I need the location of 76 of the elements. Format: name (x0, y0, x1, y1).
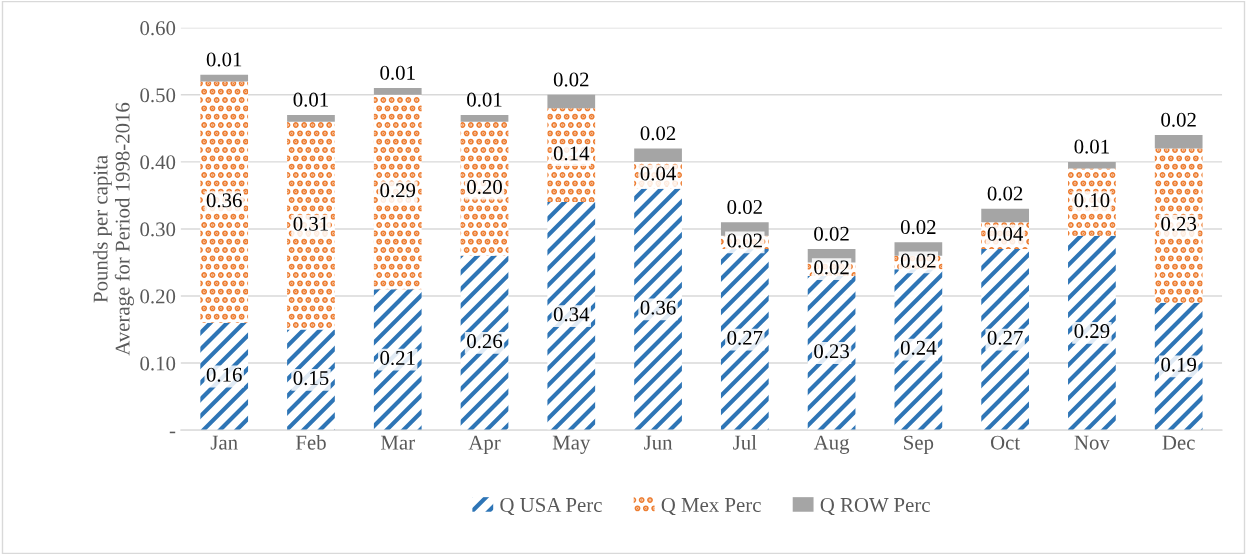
bar (373, 289, 422, 431)
legend-label: Q Mex Perc (661, 497, 761, 516)
x-tick-label: Aug (813, 435, 850, 454)
y-tick-label: - (169, 431, 176, 434)
x-tick-label: Jan (210, 435, 238, 450)
data-label: 0.02 (640, 126, 676, 141)
bar (460, 114, 509, 122)
data-label: 0.27 (987, 330, 1023, 345)
bar (547, 94, 596, 109)
bar (547, 202, 596, 431)
data-label: 0.02 (727, 233, 762, 248)
bar (981, 249, 1029, 431)
x-tick-label: Nov (1074, 435, 1110, 450)
data-label: 0.26 (467, 334, 503, 349)
data-label: 0.27 (727, 330, 763, 345)
legend-label: Q USA Perc (500, 497, 602, 516)
data-label: 0.23 (1161, 216, 1197, 231)
y-tick-label: 0.20 (140, 289, 176, 304)
data-label: 0.19 (1161, 357, 1197, 372)
bar (287, 114, 335, 122)
x-tick-label: Jun (644, 435, 673, 450)
bar (373, 88, 422, 95)
x-tick-label: Oct (990, 435, 1021, 450)
y-tick-label: 0.60 (140, 21, 176, 36)
data-label: 0.36 (640, 300, 676, 315)
data-label: 0.02 (553, 72, 589, 87)
data-label: 0.14 (553, 146, 590, 161)
bar (1154, 302, 1203, 431)
data-label: 0.01 (467, 92, 502, 107)
data-label: 0.23 (814, 344, 850, 359)
data-label: 0.16 (206, 367, 242, 382)
y-axis-title: Pounds per capita Average for Period 1998-2016 (92, 102, 134, 356)
data-label: 0.04 (640, 166, 676, 181)
bar (200, 81, 249, 323)
data-label: 0.01 (1074, 139, 1109, 154)
data-label: 0.29 (380, 183, 416, 198)
data-label: 0.01 (380, 65, 415, 80)
bar (1068, 161, 1116, 169)
data-label: 0.02 (727, 199, 762, 215)
y-tick-label: 0.30 (140, 222, 176, 237)
data-label: 0.31 (293, 216, 328, 231)
data-label: 0.02 (900, 253, 936, 268)
y-tick-label: 0.40 (140, 155, 176, 170)
data-label: 0.36 (206, 193, 242, 208)
x-tick-label: Sep (904, 435, 934, 454)
data-label: 0.01 (206, 52, 242, 67)
data-label: 0.20 (467, 179, 502, 195)
y-tick-label: 0.50 (140, 88, 176, 103)
data-label: 0.02 (987, 186, 1023, 201)
x-tick-label: Jul (733, 434, 757, 450)
legend-label: Q ROW Perc (820, 497, 930, 516)
data-label: 0.04 (987, 226, 1024, 241)
data-label: 0.10 (1074, 193, 1110, 208)
x-tick-label: Dec (1162, 435, 1195, 450)
y-tick-label: 0.10 (140, 356, 176, 371)
bar (460, 255, 509, 431)
bar (287, 121, 335, 330)
data-label: 0.15 (293, 370, 329, 386)
data-label: 0.02 (900, 220, 936, 235)
bar (1068, 235, 1116, 431)
x-tick-label: May (552, 435, 591, 454)
bar (1154, 148, 1203, 303)
x-tick-label: Apr (468, 435, 501, 454)
x-tick-label: Feb (295, 434, 326, 450)
data-label: 0.24 (900, 340, 937, 355)
data-label: 0.02 (814, 226, 849, 241)
x-tick-label: Mar (380, 435, 415, 450)
data-label: 0.29 (1074, 324, 1110, 339)
bar (1154, 135, 1203, 149)
bar (373, 94, 422, 290)
data-label: 0.01 (293, 92, 328, 107)
data-label: 0.34 (553, 307, 590, 322)
data-label: 0.02 (1161, 112, 1196, 127)
data-label: 0.21 (380, 350, 415, 366)
data-label: 0.02 (814, 260, 849, 275)
bar (200, 74, 249, 82)
